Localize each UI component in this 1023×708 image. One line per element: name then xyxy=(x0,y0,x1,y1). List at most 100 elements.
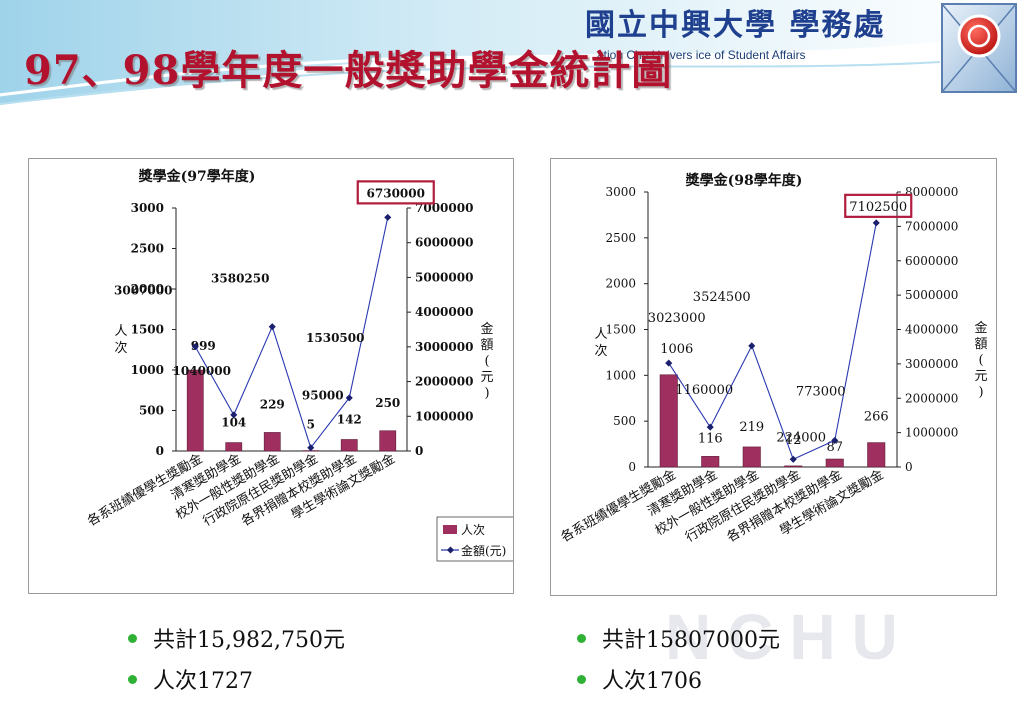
y2-tick-label: 0 xyxy=(905,460,913,474)
summary-text: 人次1706 xyxy=(602,669,702,694)
y-tick-label: 2000 xyxy=(131,282,164,296)
y2-tick-label: 8000000 xyxy=(905,185,958,199)
bar-data-label: 266 xyxy=(864,410,889,425)
bar-data-label: 142 xyxy=(337,412,362,426)
y-tick-label: 1500 xyxy=(131,323,164,337)
y2-tick-label: 3000000 xyxy=(905,357,958,371)
y2-tick-label: 6000000 xyxy=(905,254,958,268)
bar-data-label: 12 xyxy=(785,433,802,448)
university-name: 國立中興大學 學務處 xyxy=(585,8,886,43)
line-point xyxy=(191,343,199,351)
bar-data-label: 219 xyxy=(739,420,764,435)
line-point xyxy=(748,342,756,350)
bullet-icon xyxy=(128,674,137,684)
line-point xyxy=(345,394,353,402)
line-data-label: 3524500 xyxy=(693,290,751,305)
header-banner xyxy=(0,0,1023,105)
bar xyxy=(225,442,243,452)
line-data-label: 95000 xyxy=(302,389,344,403)
line-point xyxy=(665,359,673,367)
chart-98-svg: 獎學金(98學年度) 0 500 1000 1500 2000 2500 3000 0 10000… xyxy=(558,172,987,545)
y-tick-label: 0 xyxy=(156,444,164,458)
bar xyxy=(186,369,204,452)
y2-tick-label: 3000000 xyxy=(415,340,473,354)
y-tick-label: 500 xyxy=(613,414,636,428)
y-tick-label: 500 xyxy=(139,404,164,418)
summary-right-total: 共計15807000元 xyxy=(577,622,780,654)
bar-data-label: 116 xyxy=(698,431,723,446)
summary-left-total: 共計15,982,750元 xyxy=(128,622,345,654)
y-tick-label: 3000 xyxy=(605,185,636,199)
y-tick-label: 3000 xyxy=(131,201,164,215)
y2-tick-label: 5000000 xyxy=(415,270,473,284)
line-data-label-highlight: 6730000 xyxy=(367,186,425,200)
chart-title: 獎學金(98學年度) xyxy=(685,172,803,189)
y2-tick-label: 2000000 xyxy=(415,375,473,389)
bar xyxy=(659,374,678,468)
legend-line-marker xyxy=(446,546,455,554)
bar xyxy=(784,465,803,468)
bar xyxy=(701,456,720,468)
chart-97: 獎學金(97學年度) 0 500 1000 1500 2000 2500 3000 0 10000… xyxy=(28,158,514,594)
line-point xyxy=(307,444,315,452)
y-tick-label: 1500 xyxy=(605,323,636,337)
line-data-label: 1040000 xyxy=(173,364,231,378)
highlight-box xyxy=(356,180,435,205)
bar-data-label: 104 xyxy=(221,416,246,430)
bar-data-label: 5 xyxy=(307,418,315,432)
line-data-label: 3007000 xyxy=(114,284,172,298)
y-tick-label: 1000 xyxy=(131,363,164,377)
y2-axis-title: 金額(元) xyxy=(480,321,493,401)
legend-item: 人次 xyxy=(461,523,485,537)
bar-data-label: 250 xyxy=(375,396,400,410)
line-data-label-highlight: 7102500 xyxy=(849,200,907,215)
line-point xyxy=(872,219,880,227)
chart-97-svg: 獎學金(97學年度) 0 500 1000 1500 2000 2500 3000 0 10000… xyxy=(85,168,513,562)
y-tick-label: 2500 xyxy=(605,231,636,245)
bar xyxy=(263,432,281,452)
bar-data-label: 1006 xyxy=(660,342,693,357)
bullet-icon xyxy=(577,633,586,643)
y-axis-title: 人次 xyxy=(594,327,607,359)
line-point xyxy=(831,436,839,444)
y-tick-label: 0 xyxy=(628,460,636,474)
y2-tick-label: 6000000 xyxy=(415,236,473,250)
university-english-name: ation Chu Univers ice of Student Affairs xyxy=(597,48,806,62)
bar-data-label: 87 xyxy=(826,440,843,455)
y2-tick-label: 4000000 xyxy=(905,323,958,337)
summary-text: 共計15807000元 xyxy=(602,628,780,653)
y2-axis-title: 金額(元) xyxy=(974,320,987,400)
y2-tick-label: 7000000 xyxy=(415,201,473,215)
bullet-icon xyxy=(128,633,137,643)
summary-left-count: 人次1727 xyxy=(128,663,253,695)
y-tick-label: 2500 xyxy=(131,242,164,256)
legend-item: 金額(元) xyxy=(461,543,506,558)
y2-tick-label: 1000000 xyxy=(905,426,958,440)
summary-text: 人次1727 xyxy=(153,669,253,694)
line-point xyxy=(384,213,392,221)
y-tick-label: 2000 xyxy=(605,277,636,291)
bar xyxy=(379,430,397,452)
summary-right-count: 人次1706 xyxy=(577,663,702,695)
bar xyxy=(340,439,358,452)
y2-tick-label: 5000000 xyxy=(905,288,958,302)
chart-98: 獎學金(98學年度) 0 500 1000 1500 2000 2500 3000 0 10000… xyxy=(550,158,997,596)
bar-data-label: 229 xyxy=(260,397,285,411)
line-data-label: 3023000 xyxy=(648,311,706,326)
line-data-label: 3580250 xyxy=(211,272,269,286)
nchu-logo-icon xyxy=(941,3,1017,93)
bullet-icon xyxy=(577,674,586,684)
line-data-label: 1160000 xyxy=(675,383,733,398)
y2-tick-label: 7000000 xyxy=(905,219,958,233)
y2-tick-label: 0 xyxy=(415,444,423,458)
bar xyxy=(742,446,761,468)
y2-tick-label: 1000000 xyxy=(415,409,473,423)
legend-bar-swatch xyxy=(443,525,457,534)
bar xyxy=(867,442,886,468)
line-point xyxy=(268,323,276,331)
page-title: 97、98學年度一般獎助學金統計圖 xyxy=(24,47,673,94)
line-point xyxy=(789,455,797,463)
line-series xyxy=(668,222,877,461)
y2-tick-label: 2000000 xyxy=(905,391,958,405)
highlight-box xyxy=(844,193,913,218)
